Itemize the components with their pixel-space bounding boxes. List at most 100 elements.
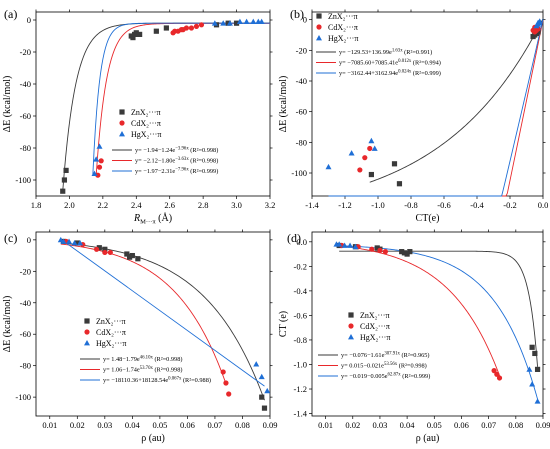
y-tick-label: -100 — [291, 168, 307, 178]
data-point — [226, 20, 233, 26]
data-point — [404, 251, 410, 257]
x-tick-label: 0.09 — [263, 420, 278, 430]
fit-curves — [62, 22, 270, 192]
data-point — [261, 405, 268, 411]
x-tick-label: 2.6 — [164, 200, 175, 210]
data-point — [102, 246, 108, 252]
y-tick-label: -60 — [20, 329, 31, 339]
data-point — [66, 238, 73, 244]
fit-line-fitHg — [92, 22, 270, 176]
data-point — [95, 172, 101, 178]
data-point — [362, 155, 368, 161]
x-tick-label: -0.2 — [503, 200, 516, 210]
fit-curves — [60, 238, 265, 401]
y-tick-label: -80 — [20, 361, 31, 371]
data-point — [60, 188, 66, 194]
chart-panel-b: (b) -1.4 -1.2 -1.0 -0.8 -0.6 -0.4 -0.2 0.0 0 -20 -4… — [278, 7, 548, 224]
y-tick-label: 0 — [27, 15, 31, 25]
data-point — [71, 240, 78, 246]
x-tick-label: 2.0 — [64, 200, 75, 210]
y-tick-label: -0.4 — [294, 286, 308, 296]
y-tick-label: -100 — [15, 392, 31, 402]
legend-label: HgX₂···π — [96, 339, 126, 348]
data-point — [250, 18, 257, 24]
data-point — [374, 245, 380, 251]
data-point — [133, 30, 139, 36]
y-tick-label: -20 — [20, 266, 31, 276]
legend-label: CdX₂···π — [360, 322, 390, 331]
series-Cd — [95, 22, 205, 178]
data-point — [60, 238, 67, 244]
y-tick-label: -60 — [296, 107, 307, 117]
legend-marker — [316, 24, 322, 30]
data-point — [198, 22, 205, 28]
chart-panel-c: (c) 0.01 0.02 0.03 0.04 0.05 0.06 0.07 0.08 0.09 0… — [2, 229, 278, 444]
legend-fit-label: y= −18110.36+18128.54e0.067x (R²=0.988) — [103, 377, 211, 385]
legend-marker — [119, 120, 125, 126]
chart-panel-a: (a) 1.8 2.0 2.2 2.4 2.6 2.8 3.0 3.2 0 -20 -40 -60 -80… — [2, 7, 275, 226]
legend-fit-label: y= −129.53+136.99e1.63x (R²=0.991) — [339, 49, 432, 57]
fit-line-fitCd — [60, 243, 227, 384]
data-point — [529, 344, 535, 350]
data-point — [243, 18, 250, 24]
data-point — [341, 242, 348, 248]
legend-marker — [348, 334, 354, 340]
legend: ZnX₂···π CdX₂···π HgX₂···π y= −1.94−1.24e−3… — [112, 108, 218, 175]
data-point — [352, 243, 359, 250]
legend-label: CdX₂···π — [328, 23, 358, 32]
legend-marker — [316, 35, 322, 41]
legend-label: ZnX₂···π — [131, 108, 160, 117]
data-point — [93, 156, 100, 162]
x-tick-label: 0.02 — [70, 420, 85, 430]
data-point — [130, 35, 136, 41]
y-axis-label: ΔE (kcal/mol) — [278, 76, 289, 133]
data-point — [93, 246, 100, 252]
data-point — [124, 251, 130, 257]
y-axis-label: CT (e) — [278, 311, 289, 337]
data-point — [193, 23, 200, 29]
y-axis-label: ΔE (kcal/mol) — [2, 76, 13, 133]
y-axis-label: ΔE (kcal/mol) — [2, 296, 13, 353]
series-Hg — [325, 18, 543, 170]
x-tick-label: 1.8 — [31, 200, 42, 210]
legend-marker — [84, 329, 90, 335]
x-tick-label: 2.2 — [98, 200, 109, 210]
legend-fit-label: y= −0.019−0.005e62.87x (R²=0.999) — [341, 373, 430, 381]
data-point — [137, 31, 143, 37]
x-tick-label: 0.06 — [454, 420, 469, 430]
legend-label: CdX₂···π — [96, 328, 126, 337]
data-point — [253, 361, 260, 367]
legend-marker — [84, 318, 90, 324]
legend-fit-label: y= −1.94−1.24e−3.96x (R²=0.998) — [135, 147, 218, 155]
x-tick-label: 0.09 — [536, 420, 550, 430]
y-tick-label: -100 — [15, 175, 31, 185]
legend-marker — [316, 13, 322, 19]
x-tick-label: 3.2 — [265, 200, 276, 210]
legend-fit-label: y= −1.97−2.31e−7.96x (R²=0.999) — [135, 168, 218, 176]
data-point — [264, 387, 271, 394]
data-point — [225, 20, 231, 26]
data-point — [107, 249, 113, 256]
data-point — [220, 369, 226, 375]
data-point — [61, 177, 68, 183]
y-tick-label: 0 — [303, 15, 307, 25]
x-tick-label: 0.04 — [125, 420, 141, 430]
legend-label: CdX₂···π — [131, 119, 161, 128]
x-tick-label: 0.08 — [508, 420, 523, 430]
legend-label: HgX₂···π — [131, 130, 161, 139]
x-tick-label: 0.06 — [180, 420, 195, 430]
data-point — [534, 398, 541, 404]
data-point — [129, 252, 135, 259]
y-tick-label: -40 — [20, 298, 31, 308]
y-tick-label: -20 — [20, 47, 31, 57]
data-point — [391, 161, 398, 167]
y-tick-label: -80 — [296, 137, 307, 147]
panel-label: (d) — [287, 231, 301, 245]
data-point — [77, 240, 84, 246]
series-Hg — [91, 18, 265, 176]
x-tick-label: 0.05 — [427, 420, 442, 430]
legend-fit-label: y= −7085.60+7085.41e0.012x (R²=0.994) — [339, 59, 441, 67]
data-point — [96, 245, 102, 251]
x-tick-label: -0.6 — [437, 200, 450, 210]
